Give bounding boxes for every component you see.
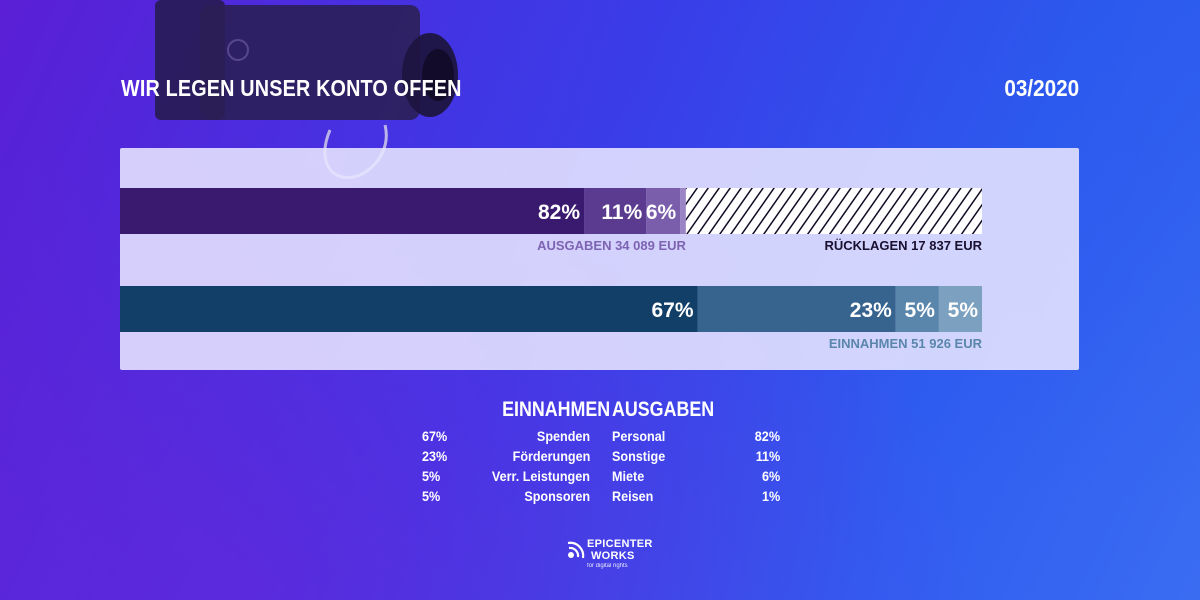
bar-label-einnahmen-2: 5% [905,299,936,322]
legend-ausgaben-label: Sonstige [612,448,666,464]
legend-einnahmen-percent: 23% [422,448,448,464]
bar-segment-einnahmen-1 [697,286,896,332]
bar-label-ausgaben-2: 6% [646,201,677,224]
bar-label-einnahmen-1: 23% [850,299,892,322]
bar-segment-ausgaben-0 [120,188,585,234]
legend-einnahmen-label: Verr. Leistungen [491,468,590,484]
date-label: 03/2020 [1004,75,1079,101]
legend-row: 5% Sponsoren Reisen 1% [420,486,800,506]
bar-segment-einnahmen-2 [895,286,939,332]
bar-segment-einnahmen-3 [938,286,982,332]
bar-segment-einnahmen-0 [120,286,698,332]
legend-row: 23% Förderungen Sonstige 11% [420,446,800,466]
bar-remainder-ausgaben [685,188,982,234]
total-label-einnahmen: EINNAHMEN 51 926 EUR [829,336,983,351]
remainder-label-ausgaben: RÜCKLAGEN 17 837 EUR [825,238,983,253]
legend-einnahmen-percent: 5% [422,488,441,504]
legend-einnahmen-title: EINNAHMEN [501,398,610,421]
legend-einnahmen-label: Spenden [536,428,590,444]
legend-ausgaben-label: Reisen [612,488,654,504]
bar-segment-ausgaben-2 [646,188,681,234]
total-label-ausgaben: AUSGABEN 34 089 EUR [537,238,686,253]
logo-tagline: for digital rights [587,563,628,569]
bar-segment-ausgaben-1 [584,188,647,234]
legend: EINNAHMEN AUSGABEN 67% Spenden Personal 82%… [420,398,800,508]
legend-ausgaben-percent: 6% [761,468,780,484]
legend-ausgaben-label: Miete [612,468,645,484]
epicenter-works-logo: EPICENTER WORKS for digital rights [565,537,685,577]
page-title: WIR LEGEN UNSER KONTO OFFEN [121,75,462,101]
legend-einnahmen-label: Förderungen [512,448,590,464]
legend-row: 5% Verr. Leistungen Miete 6% [420,466,800,486]
legend-einnahmen-percent: 5% [422,468,441,484]
logo-line2: WORKS [591,550,635,562]
legend-row: 67% Spenden Personal 82% [420,426,800,446]
bar-segment-ausgaben-3 [680,188,686,234]
bar-label-ausgaben-1: 11% [601,201,642,224]
stacked-bar-chart: 82% 11% 6% RÜCKLAGEN 17 837 EUR AUSGABEN 34 … [120,188,983,351]
legend-einnahmen-label: Sponsoren [524,488,590,504]
bar-label-einnahmen-0: 67% [652,299,694,322]
signal-icon [567,541,585,559]
logo-line1: EPICENTER [587,538,653,550]
legend-ausgaben-label: Personal [612,428,666,444]
bar-label-ausgaben-0: 82% [538,201,580,224]
bar-label-einnahmen-3: 5% [948,299,979,322]
legend-ausgaben-percent: 82% [754,428,780,444]
legend-ausgaben-percent: 1% [761,488,780,504]
camera-icon [155,0,458,180]
legend-ausgaben-title: AUSGABEN [612,398,715,421]
chart-panel [120,148,1079,370]
legend-einnahmen-percent: 67% [422,428,448,444]
legend-ausgaben-percent: 11% [755,448,780,464]
